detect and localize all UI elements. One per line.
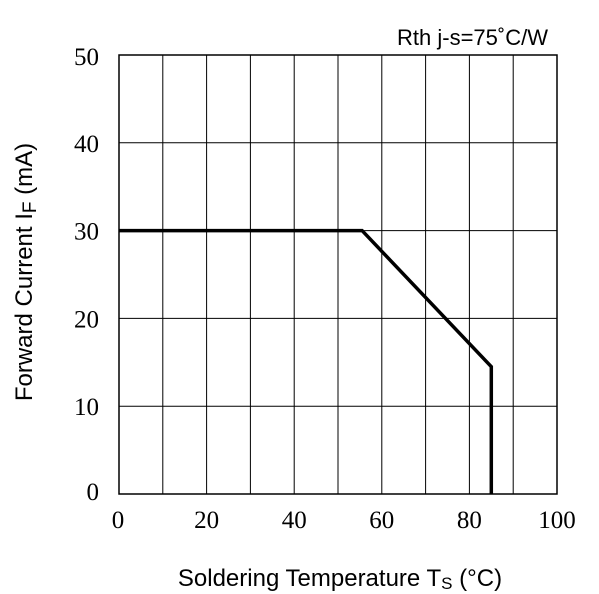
plot-frame (118, 54, 558, 495)
annotation-label: Rth j-s=75˚C/W (397, 25, 548, 50)
y-tick-label: 20 (74, 306, 99, 333)
x-tick-labels: 0 20 40 60 80 100 (112, 507, 576, 534)
y-tick-label: 50 (74, 44, 99, 71)
x-tick-label: 40 (282, 507, 307, 534)
y-tick-label: 0 (87, 479, 100, 506)
y-axis-label: Forward Current IF (mA) (11, 143, 41, 401)
y-tick-label: 10 (74, 394, 99, 421)
x-axis-label: Soldering Temperature TS (°C) (178, 565, 502, 593)
x-tick-label: 60 (369, 507, 394, 534)
x-tick-label: 20 (194, 507, 219, 534)
x-tick-label: 80 (457, 507, 482, 534)
y-tick-label: 40 (74, 131, 99, 158)
y-tick-labels: 0 10 20 30 40 50 (74, 44, 99, 506)
y-tick-label: 30 (74, 219, 99, 246)
x-tick-label: 100 (538, 507, 576, 534)
derating-curve (119, 228, 494, 494)
x-tick-label: 0 (112, 507, 125, 534)
series-layer (119, 228, 494, 494)
